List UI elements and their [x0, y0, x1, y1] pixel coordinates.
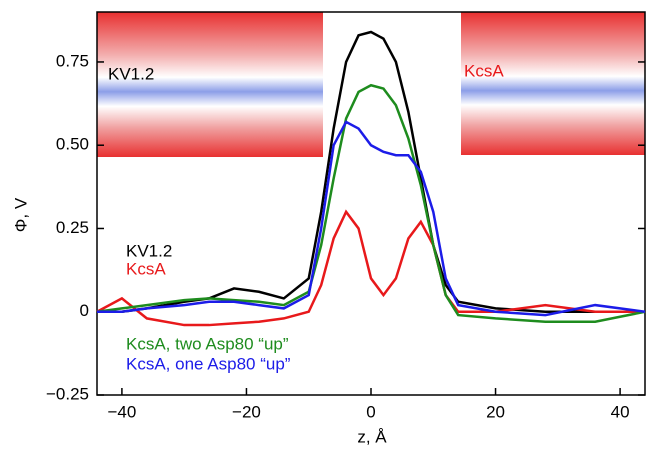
y-tick-label: 0.25 — [56, 218, 89, 237]
x-axis-label: z, Å — [357, 427, 387, 446]
x-tick-label: −20 — [232, 402, 261, 421]
y-tick-label: 0.50 — [56, 135, 89, 154]
legend-entry: KV1.2 — [126, 241, 172, 260]
legend-entry: KcsA, one Asp80 “up” — [126, 354, 291, 373]
x-tick-label: 20 — [486, 402, 505, 421]
legend-entry: KcsA, two Asp80 “up” — [126, 334, 289, 353]
legend-entry: KcsA — [126, 259, 166, 278]
inset-image — [461, 12, 645, 155]
series-line — [96, 83, 646, 323]
x-tick-label: −40 — [107, 402, 136, 421]
y-tick-label: −0.25 — [46, 384, 89, 403]
y-tick-label: 0 — [80, 301, 89, 320]
inset-label: KcsA — [464, 61, 504, 80]
x-tick-label: 0 — [366, 402, 375, 421]
y-tick-label: 0.75 — [56, 51, 89, 70]
inset-image — [97, 12, 323, 157]
series-line — [96, 209, 645, 327]
x-tick-label: 40 — [611, 402, 630, 421]
y-axis-label: Φ, V — [11, 197, 30, 232]
series-line — [97, 120, 646, 317]
inset-label: KV1.2 — [108, 64, 154, 83]
